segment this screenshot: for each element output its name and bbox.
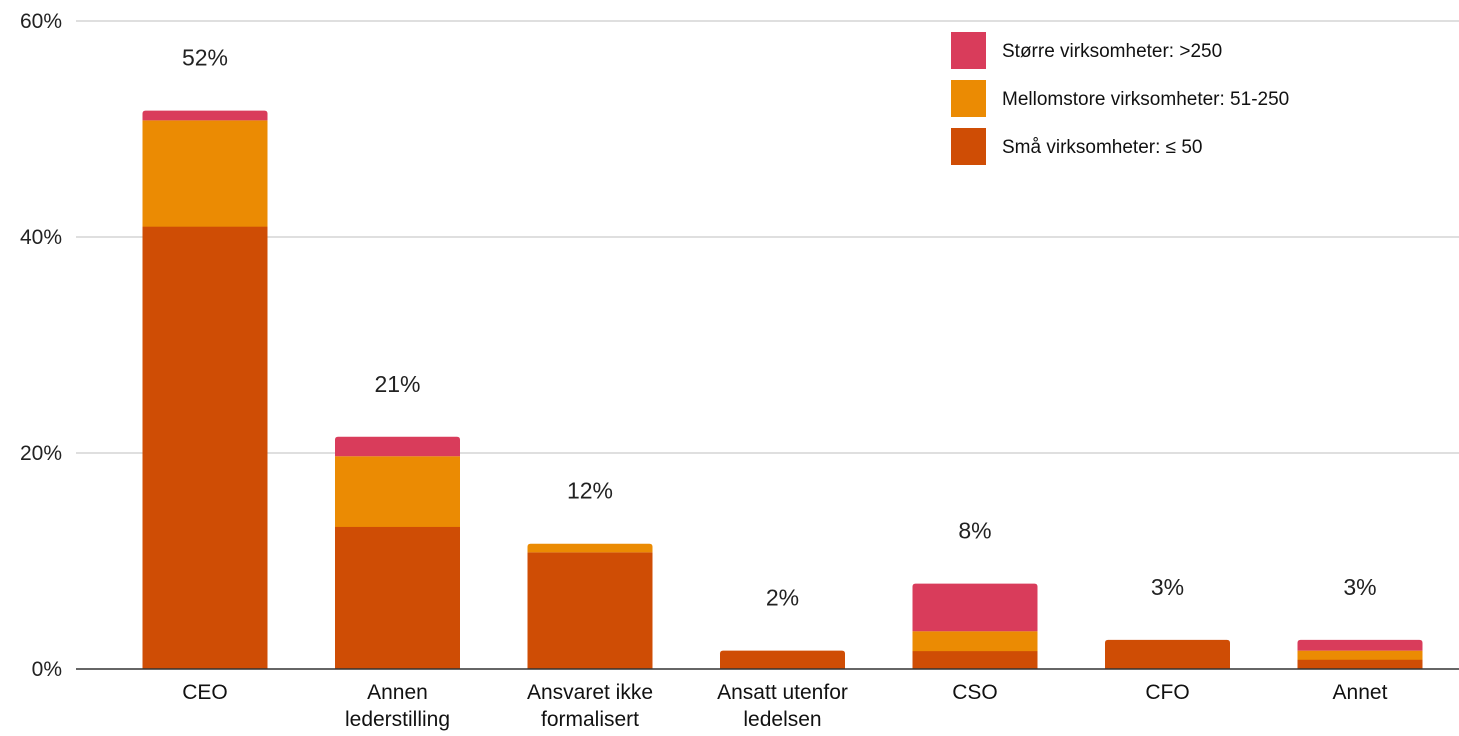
bar-total-label: 52% [182,45,228,71]
x-axis-category-labels: CEO Annen lederstilling Ansvaret ikke formal… [182,681,1387,731]
bar-total-label: 2% [766,585,799,611]
y-tick-label: 60% [20,10,62,33]
legend-swatch [951,32,986,69]
bar-total-label: 8% [958,518,991,544]
x-category-label: lederstilling [345,708,450,731]
bar-total-label: 12% [567,478,613,504]
legend-label: Små virksomheter: ≤ 50 [1002,137,1203,158]
bar-segment [142,226,268,670]
x-category-label: Annet [1333,681,1388,704]
bar-segment [335,456,460,527]
legend-label: Større virksomheter: >250 [1002,41,1222,62]
bar-segment [142,110,268,121]
legend-swatch [951,128,986,165]
x-category-label: Ansatt utenfor [717,681,848,704]
bar-segment [335,526,460,670]
bar-segment [527,543,653,553]
gridlines [76,20,1459,454]
y-tick-label: 0% [32,658,62,681]
legend-swatch [951,80,986,117]
bar-segment [1105,639,1230,669]
bar-total-label: 3% [1151,574,1184,600]
y-axis-tick-labels: 0% 20% 40% 60% [20,10,62,681]
bar-segment [1297,659,1423,670]
x-category-label: formalisert [541,708,639,731]
bar-total-label: 3% [1343,574,1376,600]
legend-label: Mellomstore virksomheter: 51-250 [1002,89,1289,110]
bar-segment [720,650,845,669]
x-category-label: Annen [367,681,428,704]
y-tick-label: 40% [20,226,62,249]
bar-total-label: 21% [374,371,420,397]
bar-segment [142,120,268,227]
y-tick-label: 20% [20,442,62,465]
bar-segment [527,552,653,670]
bars [142,110,1423,670]
bar-segment [1297,650,1423,660]
x-category-label: ledelsen [743,708,821,731]
x-category-label: CSO [952,681,998,704]
bar-segment [1297,639,1423,651]
legend: Større virksomheter: >250 Mellomstore vir… [951,32,1289,165]
bar-segment [912,583,1038,632]
x-category-label: CEO [182,681,228,704]
x-category-label: CFO [1145,681,1189,704]
bar-segment [912,650,1038,670]
x-category-label: Ansvaret ikke [527,681,653,704]
bar-total-labels: 52% 21% 12% 2% 8% 3% 3% [182,45,1377,611]
bar-segment [912,631,1038,652]
bar-segment [335,436,460,457]
